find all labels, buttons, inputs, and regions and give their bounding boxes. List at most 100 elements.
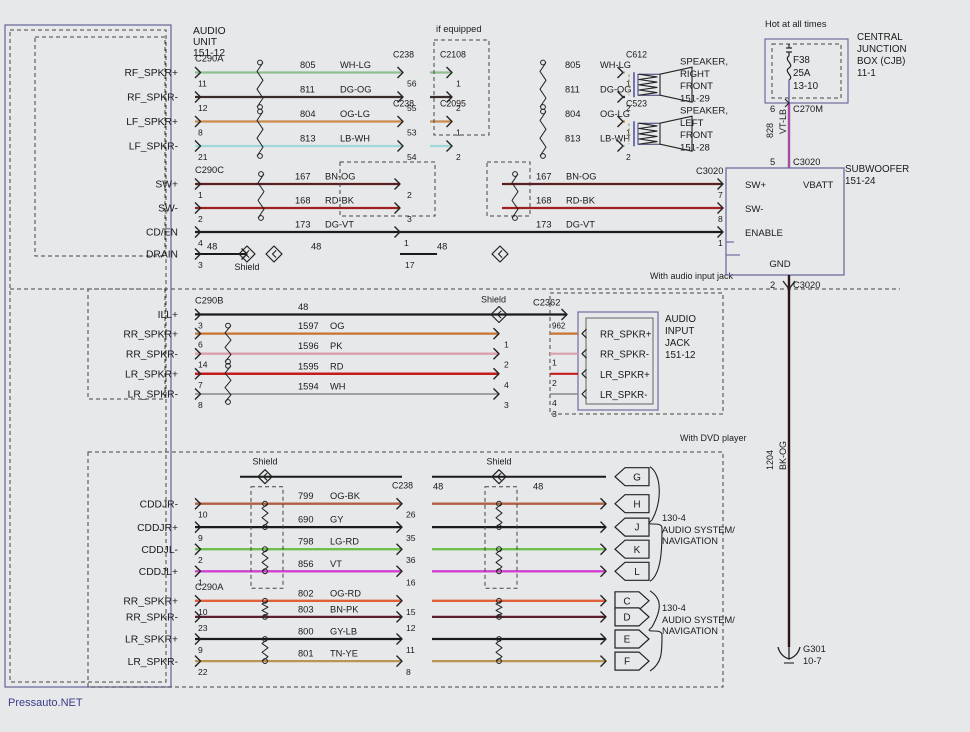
svg-text:INPUT: INPUT — [665, 326, 694, 337]
svg-text:23: 23 — [198, 623, 208, 633]
svg-text:7: 7 — [718, 190, 723, 200]
svg-text:CDDJR-: CDDJR- — [140, 499, 178, 510]
svg-text:151-29: 151-29 — [680, 93, 710, 104]
svg-text:12: 12 — [406, 623, 416, 633]
svg-text:LEFT: LEFT — [680, 118, 704, 129]
svg-text:6: 6 — [770, 104, 775, 114]
svg-text:8: 8 — [406, 667, 411, 677]
svg-text:C2362: C2362 — [533, 298, 560, 308]
svg-text:1: 1 — [198, 190, 203, 200]
svg-text:Shield: Shield — [252, 457, 277, 467]
svg-text:C523: C523 — [626, 99, 647, 109]
svg-text:690: 690 — [298, 515, 314, 525]
svg-text:WH: WH — [330, 382, 346, 392]
svg-text:4: 4 — [504, 380, 509, 390]
svg-text:1: 1 — [552, 358, 557, 368]
svg-text:1: 1 — [718, 238, 723, 248]
svg-text:ILL+: ILL+ — [158, 310, 178, 321]
svg-text:RF_SPKR+: RF_SPKR+ — [124, 68, 178, 79]
svg-text:DRAIN: DRAIN — [146, 250, 178, 261]
svg-text:804: 804 — [565, 109, 581, 119]
svg-text:C3020: C3020 — [696, 166, 723, 176]
svg-text:SPEAKER,: SPEAKER, — [680, 106, 728, 117]
svg-text:21: 21 — [198, 152, 208, 162]
svg-text:805: 805 — [565, 60, 581, 70]
svg-text:C290B: C290B — [195, 296, 223, 306]
svg-text:CENTRAL: CENTRAL — [857, 32, 903, 43]
svg-text:H: H — [633, 499, 640, 510]
svg-text:54: 54 — [407, 152, 417, 162]
svg-text:801: 801 — [298, 649, 314, 659]
svg-text:F38: F38 — [793, 55, 810, 66]
svg-text:RR_SPKR-: RR_SPKR- — [600, 350, 649, 361]
svg-text:WH-LG: WH-LG — [600, 60, 631, 70]
svg-text:ENABLE: ENABLE — [745, 228, 783, 239]
svg-text:Shield: Shield — [486, 457, 511, 467]
svg-text:DG-OG: DG-OG — [340, 85, 372, 95]
svg-text:LR_SPKR+: LR_SPKR+ — [600, 370, 650, 381]
svg-text:1: 1 — [198, 577, 203, 587]
svg-text:TN-YE: TN-YE — [330, 649, 358, 659]
svg-text:168: 168 — [536, 196, 552, 206]
svg-text:NAVIGATION: NAVIGATION — [662, 536, 718, 546]
svg-text:RF_SPKR-: RF_SPKR- — [127, 93, 178, 104]
svg-text:SPEAKER,: SPEAKER, — [680, 57, 728, 68]
svg-text:7: 7 — [198, 380, 203, 390]
svg-text:151-12: 151-12 — [665, 350, 696, 361]
svg-text:GND: GND — [769, 259, 790, 270]
svg-text:3: 3 — [198, 321, 203, 331]
svg-text:56: 56 — [407, 79, 417, 89]
svg-text:1204: 1204 — [765, 450, 775, 470]
svg-text:17: 17 — [405, 260, 415, 270]
svg-text:22: 22 — [198, 667, 208, 677]
svg-text:962: 962 — [552, 322, 566, 331]
svg-text:828: 828 — [765, 123, 775, 138]
svg-text:2: 2 — [504, 360, 509, 370]
svg-text:RR_SPKR+: RR_SPKR+ — [123, 597, 178, 608]
svg-text:AUDIO: AUDIO — [193, 26, 226, 37]
svg-text:8: 8 — [198, 400, 203, 410]
svg-text:804: 804 — [300, 109, 316, 119]
svg-text:C: C — [623, 596, 630, 607]
svg-text:if equipped: if equipped — [436, 24, 482, 34]
svg-text:1597: 1597 — [298, 321, 319, 331]
svg-text:E: E — [624, 635, 631, 646]
svg-text:C2108: C2108 — [440, 50, 466, 60]
svg-text:DG-VT: DG-VT — [325, 220, 354, 230]
svg-text:OG-LG: OG-LG — [340, 109, 370, 119]
svg-text:BN-OG: BN-OG — [566, 172, 596, 182]
svg-text:OG: OG — [330, 321, 344, 331]
svg-text:RD: RD — [330, 361, 344, 371]
svg-text:168: 168 — [295, 196, 311, 206]
svg-text:AUDIO SYSTEM/: AUDIO SYSTEM/ — [662, 615, 735, 625]
svg-text:805: 805 — [300, 60, 316, 70]
svg-text:9: 9 — [198, 533, 203, 543]
svg-text:C3020: C3020 — [793, 280, 820, 290]
svg-text:1594: 1594 — [298, 382, 319, 392]
svg-text:C238: C238 — [393, 99, 414, 109]
svg-text:RR_SPKR-: RR_SPKR- — [126, 613, 178, 624]
svg-text:LR_SPKR-: LR_SPKR- — [128, 390, 178, 401]
svg-text:VBATT: VBATT — [803, 180, 833, 191]
svg-text:802: 802 — [298, 588, 314, 598]
svg-text:15: 15 — [406, 607, 416, 617]
svg-text:DG-VT: DG-VT — [566, 220, 595, 230]
svg-text:48: 48 — [298, 302, 308, 312]
svg-text:1595: 1595 — [298, 361, 319, 371]
svg-text:803: 803 — [298, 604, 314, 614]
svg-text:16: 16 — [406, 577, 416, 587]
svg-text:JACK: JACK — [665, 338, 691, 349]
svg-text:LG-RD: LG-RD — [330, 537, 359, 547]
svg-text:856: 856 — [298, 559, 314, 569]
svg-text:C290C: C290C — [195, 165, 224, 175]
svg-text:CDDJL+: CDDJL+ — [139, 567, 178, 578]
svg-text:2: 2 — [198, 555, 203, 565]
svg-text:OG-RD: OG-RD — [330, 588, 361, 598]
svg-text:53: 53 — [407, 128, 417, 138]
svg-text:12: 12 — [198, 103, 208, 113]
svg-text:JUNCTION: JUNCTION — [857, 44, 907, 55]
svg-text:VT-LB: VT-LB — [778, 109, 788, 134]
svg-text:F: F — [624, 657, 630, 668]
svg-text:C238: C238 — [392, 481, 413, 491]
svg-text:FRONT: FRONT — [680, 81, 713, 92]
